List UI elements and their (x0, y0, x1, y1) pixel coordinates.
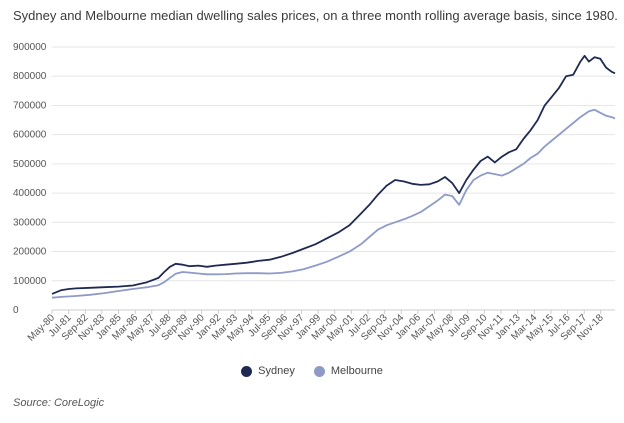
y-tick-label: 200000 (13, 247, 47, 258)
melbourne-swatch (313, 365, 325, 377)
y-tick-label: 800000 (13, 71, 47, 82)
y-tick-label: 300000 (13, 217, 47, 228)
series-line-melbourne[interactable] (51, 108, 616, 299)
legend-label-melbourne: Melbourne (330, 365, 383, 377)
y-tick-label: 100000 (13, 276, 47, 287)
y-tick-label: 500000 (13, 159, 47, 170)
x-axis: May-80Jul-81Sep-82Nov-83Jan-85Mar-86May-… (26, 310, 606, 344)
legend-label-sydney: Sydney (258, 365, 295, 377)
source-note: Source: CoreLogic (13, 397, 105, 409)
series-lines (51, 54, 616, 299)
gridlines (52, 46, 615, 311)
legend-item-sydney[interactable]: Sydney (241, 365, 295, 377)
y-axis: 0 100000 200000 300000 400000 500000 600000 700… (13, 42, 47, 316)
y-tick-label: 400000 (13, 188, 47, 199)
y-tick-label: 700000 (13, 100, 47, 111)
legend-item-melbourne[interactable]: Melbourne (313, 365, 383, 377)
chart-title: Sydney and Melbourne median dwelling sal… (13, 8, 618, 23)
y-tick-label: 0 (13, 305, 19, 316)
y-tick-label: 600000 (13, 130, 47, 141)
legend: Sydney Melbourne (0, 365, 624, 380)
series-line-sydney[interactable] (51, 54, 616, 295)
sydney-swatch (241, 365, 253, 377)
y-tick-label: 900000 (13, 42, 47, 53)
